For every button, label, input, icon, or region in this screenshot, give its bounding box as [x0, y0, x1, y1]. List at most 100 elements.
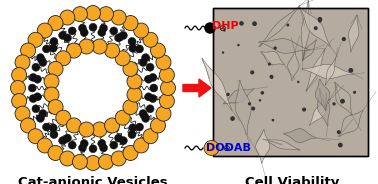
Circle shape — [89, 23, 97, 31]
Circle shape — [111, 151, 126, 166]
Polygon shape — [306, 48, 325, 91]
Circle shape — [12, 68, 26, 82]
Circle shape — [11, 80, 25, 95]
Polygon shape — [309, 99, 330, 125]
Circle shape — [127, 74, 142, 89]
Circle shape — [119, 31, 127, 39]
Polygon shape — [223, 89, 254, 104]
Text: $\oplus$: $\oplus$ — [222, 143, 231, 153]
Circle shape — [150, 43, 166, 58]
Circle shape — [48, 100, 63, 115]
Circle shape — [136, 45, 144, 53]
Circle shape — [143, 129, 158, 144]
Circle shape — [29, 73, 37, 82]
Polygon shape — [318, 89, 330, 126]
Circle shape — [134, 138, 149, 153]
Circle shape — [128, 38, 136, 45]
Circle shape — [59, 137, 67, 145]
Circle shape — [105, 118, 119, 133]
Circle shape — [68, 27, 76, 35]
Circle shape — [287, 24, 288, 26]
Circle shape — [160, 68, 174, 82]
Circle shape — [144, 75, 153, 83]
Circle shape — [49, 44, 57, 52]
Circle shape — [80, 29, 88, 36]
Circle shape — [68, 141, 76, 149]
Polygon shape — [349, 15, 359, 52]
Circle shape — [92, 122, 107, 137]
Circle shape — [60, 151, 75, 166]
Circle shape — [274, 47, 276, 49]
Circle shape — [42, 45, 50, 53]
Circle shape — [48, 145, 63, 160]
Circle shape — [79, 144, 87, 152]
Circle shape — [129, 44, 137, 52]
Circle shape — [224, 30, 225, 31]
Circle shape — [150, 84, 158, 92]
Polygon shape — [302, 40, 317, 61]
Circle shape — [49, 124, 57, 132]
Circle shape — [156, 55, 171, 70]
Circle shape — [99, 154, 113, 169]
Circle shape — [29, 95, 37, 102]
Circle shape — [39, 59, 47, 66]
Circle shape — [33, 75, 42, 83]
Circle shape — [146, 105, 154, 113]
Circle shape — [143, 32, 158, 47]
Polygon shape — [284, 129, 316, 143]
Bar — [213, 8, 368, 156]
Circle shape — [79, 39, 94, 54]
Circle shape — [50, 38, 58, 45]
Polygon shape — [263, 139, 300, 150]
Circle shape — [342, 38, 345, 40]
Circle shape — [73, 7, 87, 22]
Circle shape — [39, 109, 47, 118]
Polygon shape — [325, 58, 336, 85]
Polygon shape — [335, 82, 352, 115]
Circle shape — [128, 130, 136, 139]
Text: DHP: DHP — [212, 21, 239, 31]
Circle shape — [67, 118, 81, 133]
Polygon shape — [261, 52, 284, 65]
Circle shape — [268, 63, 270, 65]
Polygon shape — [301, 0, 310, 60]
Circle shape — [28, 32, 43, 47]
Polygon shape — [235, 80, 251, 135]
Polygon shape — [259, 39, 309, 53]
Circle shape — [123, 61, 138, 76]
Circle shape — [205, 23, 215, 33]
Text: Cell Viability: Cell Viability — [245, 176, 339, 184]
Circle shape — [12, 93, 26, 109]
Circle shape — [105, 43, 119, 58]
Circle shape — [341, 100, 344, 103]
Polygon shape — [339, 110, 363, 137]
Circle shape — [42, 123, 50, 131]
Circle shape — [149, 95, 157, 102]
Circle shape — [319, 20, 321, 22]
Circle shape — [48, 16, 63, 31]
Circle shape — [79, 24, 87, 32]
Circle shape — [251, 71, 254, 74]
Circle shape — [271, 77, 273, 78]
Circle shape — [73, 154, 87, 169]
Circle shape — [80, 139, 88, 148]
Circle shape — [36, 54, 44, 62]
Circle shape — [349, 69, 353, 72]
Circle shape — [110, 141, 118, 149]
Circle shape — [150, 118, 166, 133]
Text: $\ominus$: $\ominus$ — [218, 23, 227, 33]
Circle shape — [85, 155, 101, 171]
Circle shape — [28, 129, 43, 144]
Polygon shape — [315, 79, 330, 110]
Circle shape — [59, 31, 67, 39]
Circle shape — [20, 118, 36, 133]
Circle shape — [36, 114, 44, 122]
Circle shape — [123, 100, 138, 115]
Circle shape — [339, 143, 342, 147]
Circle shape — [64, 34, 71, 42]
Circle shape — [64, 134, 71, 142]
Polygon shape — [259, 5, 300, 47]
Circle shape — [259, 100, 260, 101]
Circle shape — [127, 87, 142, 102]
Circle shape — [115, 34, 122, 42]
